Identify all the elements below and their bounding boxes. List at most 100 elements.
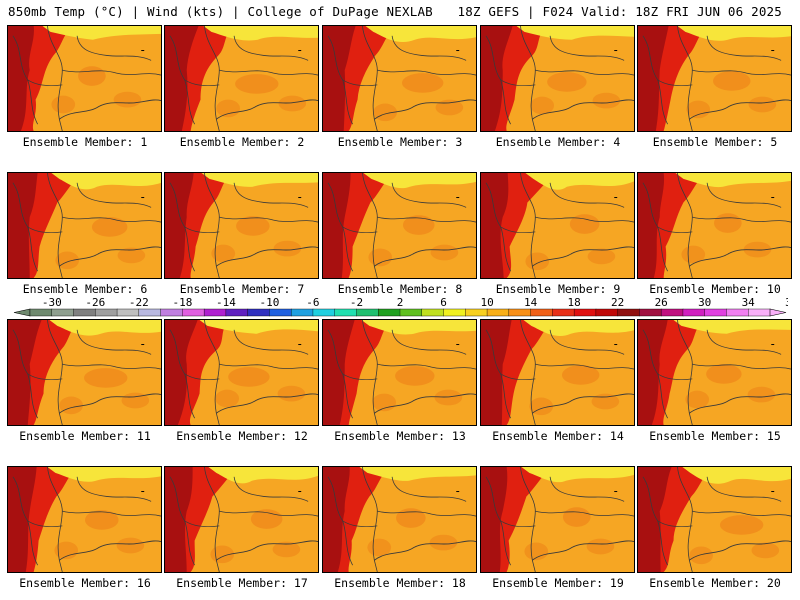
ensemble-map [638, 173, 791, 278]
ensemble-map [8, 320, 161, 425]
colorbar-swatch [617, 308, 640, 317]
ensemble-member-panel [637, 466, 792, 573]
colorbar-swatch [378, 308, 401, 317]
ensemble-member-label: Ensemble Member: 8 [337, 282, 463, 296]
colorbar-tick-label: 2 [397, 296, 404, 309]
colorbar-tick-label: -22 [129, 296, 149, 309]
ensemble-map [8, 26, 161, 131]
colorbar-swatch [508, 308, 532, 317]
colorbar-swatch [486, 308, 510, 317]
ensemble-member-label: Ensemble Member: 18 [334, 576, 466, 590]
ensemble-map [165, 26, 318, 131]
ensemble-member-label: Ensemble Member: 15 [649, 429, 781, 443]
ensemble-member-label: Ensemble Member: 19 [492, 576, 624, 590]
colorbar-swatch [116, 308, 140, 317]
ensemble-member-panel [7, 466, 162, 573]
ensemble-member-panel [637, 25, 792, 132]
colorbar-tick-label: 26 [655, 296, 668, 309]
ensemble-map [8, 173, 161, 278]
ensemble-member-panel [637, 319, 792, 426]
ensemble-member-label: Ensemble Member: 6 [22, 282, 148, 296]
ensemble-map [165, 320, 318, 425]
ensemble-member-label: Ensemble Member: 7 [179, 282, 305, 296]
ensemble-map [323, 173, 476, 278]
ensemble-map [481, 320, 634, 425]
colorbar-swatch [530, 308, 553, 317]
colorbar-swatch [595, 308, 619, 317]
ensemble-member-panel [7, 172, 162, 279]
ensemble-member-label: Ensemble Member: 12 [176, 429, 308, 443]
colorbar-swatch [95, 308, 118, 317]
colorbar-tick-label: -2 [350, 296, 363, 309]
ensemble-member-panel [480, 172, 635, 279]
colorbar-right-arrow [769, 308, 787, 317]
colorbar-swatch [247, 308, 270, 317]
ensemble-member-label: Ensemble Member: 1 [22, 135, 148, 149]
ensemble-map [638, 467, 791, 572]
ensemble-member-panel [164, 172, 319, 279]
colorbar-swatch [660, 308, 684, 317]
colorbar-swatch [573, 308, 597, 317]
colorbar-swatch [334, 308, 357, 317]
ensemble-map [638, 320, 791, 425]
colorbar-left-arrow [13, 308, 31, 317]
colorbar-tick-label: 6 [440, 296, 447, 309]
ensemble-map [323, 26, 476, 131]
colorbar-swatch [399, 308, 423, 317]
ensemble-member-panel [7, 319, 162, 426]
ensemble-member-panel [637, 172, 792, 279]
colorbar-swatch [682, 308, 706, 317]
colorbar-tick-label: 34 [742, 296, 756, 309]
temperature-colorbar: -30-26-22-18-14-10-6-2261014182226303438… [13, 296, 788, 317]
ensemble-map [481, 173, 634, 278]
ensemble-member-label: Ensemble Member: 20 [649, 576, 781, 590]
colorbar-tick-label: -30 [42, 296, 62, 309]
ensemble-map [323, 320, 476, 425]
ensemble-map [8, 467, 161, 572]
colorbar-swatch [225, 308, 249, 317]
ensemble-member-label: Ensemble Member: 3 [337, 135, 463, 149]
colorbar-swatch [639, 308, 662, 317]
ensemble-map [638, 26, 791, 131]
ensemble-member-panel [480, 466, 635, 573]
colorbar-swatch [443, 308, 466, 317]
ensemble-member-label: Ensemble Member: 16 [19, 576, 151, 590]
ensemble-member-label: Ensemble Member: 5 [652, 135, 778, 149]
colorbar-swatch [290, 308, 314, 317]
colorbar-tick-label: 22 [611, 296, 624, 309]
ensemble-member-panel [7, 25, 162, 132]
ensemble-member-panel [480, 25, 635, 132]
ensemble-member-panel [322, 25, 477, 132]
ensemble-member-label: Ensemble Member: 13 [334, 429, 466, 443]
colorbar-swatch [726, 308, 749, 317]
colorbar-tick-label: -14 [216, 296, 236, 309]
colorbar-swatch [269, 308, 292, 317]
ensemble-member-label: Ensemble Member: 2 [179, 135, 305, 149]
colorbar-swatch [421, 308, 445, 317]
colorbar-swatch [552, 308, 575, 317]
colorbar-tick-label: -26 [85, 296, 105, 309]
ensemble-map [165, 173, 318, 278]
colorbar-swatch [29, 308, 53, 317]
ensemble-member-label: Ensemble Member: 9 [495, 282, 621, 296]
ensemble-member-panel [322, 172, 477, 279]
ensemble-map [323, 467, 476, 572]
colorbar-tick-label: 38 [785, 296, 788, 309]
colorbar-swatch [465, 308, 488, 317]
colorbar-swatch [138, 308, 162, 317]
colorbar-tick-label: 10 [480, 296, 493, 309]
ensemble-member-label: Ensemble Member: 11 [19, 429, 151, 443]
map-title: 850mb Temp (°C) | Wind (kts) | College o… [8, 4, 433, 19]
ensemble-member-label: Ensemble Member: 17 [176, 576, 308, 590]
ensemble-member-panel [322, 466, 477, 573]
ensemble-member-panel [322, 319, 477, 426]
colorbar-swatch [182, 308, 205, 317]
colorbar-swatch [160, 308, 183, 317]
colorbar-tick-label: 18 [567, 296, 580, 309]
ensemble-member-panel [480, 319, 635, 426]
colorbar-swatch [73, 308, 96, 317]
colorbar-swatch [51, 308, 75, 317]
ensemble-member-label: Ensemble Member: 4 [495, 135, 621, 149]
ensemble-member-panel [164, 319, 319, 426]
colorbar-swatch [704, 308, 727, 317]
